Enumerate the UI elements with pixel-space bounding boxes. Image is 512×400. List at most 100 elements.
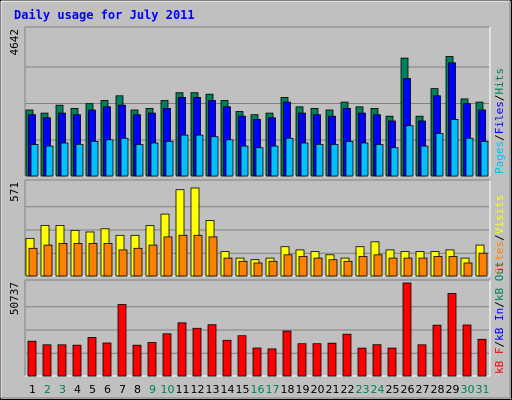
legend-entry: kB Out <box>493 261 506 301</box>
day-label: 17 <box>266 383 280 396</box>
day-label: 16 <box>251 383 265 396</box>
bar-sites-day-6 <box>103 242 113 277</box>
bar-kb-f-day-18 <box>282 330 292 377</box>
bar-pages-day-11 <box>180 134 189 177</box>
bar-kb-f-day-12 <box>192 327 202 377</box>
bar-kb-f-day-26 <box>402 282 412 377</box>
bar-sites-day-28 <box>433 256 443 277</box>
bar-pages-day-28 <box>435 133 444 177</box>
ymax-label: 4642 <box>8 29 21 56</box>
bar-pages-day-4 <box>75 144 84 177</box>
bar-sites-day-31 <box>478 252 488 277</box>
bar-kb-f-day-30 <box>462 324 472 377</box>
bar-kb-f-day-13 <box>207 324 217 377</box>
day-label: 5 <box>89 383 96 396</box>
day-label: 3 <box>59 383 66 396</box>
legend-entry: Hits <box>493 68 506 95</box>
day-label: 4 <box>74 383 81 396</box>
bar-sites-day-20 <box>313 257 323 277</box>
day-label: 24 <box>371 383 385 396</box>
bar-pages-day-21 <box>330 144 339 177</box>
day-label: 13 <box>206 383 220 396</box>
bar-sites-day-12 <box>193 234 203 277</box>
bar-pages-day-24 <box>375 144 384 177</box>
day-label: 14 <box>221 383 235 396</box>
bar-pages-day-13 <box>210 136 219 177</box>
bar-pages-day-5 <box>90 140 99 177</box>
bar-kb-f-day-6 <box>102 342 112 377</box>
ymax-label: 50737 <box>8 282 21 315</box>
bar-kb-f-day-17 <box>267 348 277 377</box>
bar-pages-day-10 <box>165 140 174 177</box>
bar-kb-f-day-19 <box>297 343 307 377</box>
bar-sites-day-29 <box>448 256 458 277</box>
bar-kb-f-day-11 <box>177 322 187 377</box>
day-label: 27 <box>416 383 430 396</box>
bar-sites-day-8 <box>133 247 143 277</box>
bar-pages-day-15 <box>240 145 249 177</box>
bar-pages-day-18 <box>285 137 294 177</box>
bar-kb-f-day-8 <box>132 344 142 377</box>
bar-pages-day-9 <box>150 142 159 177</box>
legend-entry: / <box>493 341 506 348</box>
bar-sites-day-11 <box>178 234 188 277</box>
bar-kb-f-day-1 <box>27 340 37 377</box>
bar-sites-day-30 <box>463 262 473 277</box>
bar-kb-f-day-2 <box>42 344 52 377</box>
bar-kb-f-day-24 <box>372 344 382 377</box>
bar-pages-day-12 <box>195 134 204 177</box>
day-label: 19 <box>296 383 310 396</box>
bar-sites-day-2 <box>43 244 53 277</box>
bar-kb-f-day-23 <box>357 347 367 377</box>
bar-kb-f-day-10 <box>162 333 172 377</box>
bar-pages-day-29 <box>450 119 459 177</box>
day-label: 6 <box>104 383 111 396</box>
bar-sites-day-23 <box>358 256 368 277</box>
day-label: 30 <box>461 383 475 396</box>
bar-kb-f-day-27 <box>417 344 427 377</box>
legend: Pages/Files/Hits <box>493 68 506 174</box>
day-label: 8 <box>134 383 141 396</box>
bar-sites-day-18 <box>283 254 293 277</box>
day-label: 29 <box>446 383 460 396</box>
bar-kb-f-day-14 <box>222 339 232 377</box>
bar-sites-day-7 <box>118 249 128 277</box>
day-label: 7 <box>119 383 126 396</box>
legend-entry: / <box>493 134 506 141</box>
bar-sites-day-21 <box>328 259 338 277</box>
bar-kb-f-day-15 <box>237 335 247 377</box>
day-label: 9 <box>149 383 156 396</box>
day-label: 2 <box>44 383 51 396</box>
bar-pages-day-14 <box>225 139 234 177</box>
legend-entry: / <box>493 301 506 308</box>
bar-sites-day-14 <box>223 257 233 277</box>
legend-entry: / <box>493 234 506 241</box>
bar-pages-day-27 <box>420 145 429 177</box>
bar-sites-day-4 <box>73 242 83 277</box>
legend-entry: kB In <box>493 308 506 341</box>
bar-kb-f-day-25 <box>387 347 397 377</box>
bar-pages-day-23 <box>360 142 369 177</box>
bar-pages-day-30 <box>465 137 474 177</box>
bar-sites-day-3 <box>58 242 68 277</box>
bar-kb-f-day-9 <box>147 342 157 377</box>
legend-entry: Pages <box>493 141 506 174</box>
bar-sites-day-16 <box>253 262 263 277</box>
day-label: 10 <box>161 383 175 396</box>
bar-sites-day-19 <box>298 256 308 277</box>
bar-pages-day-31 <box>480 140 489 177</box>
day-label: 1 <box>29 383 36 396</box>
bar-pages-day-26 <box>405 125 414 177</box>
legend: kB F/kB In/kB Out <box>493 261 506 374</box>
legend-entry: Files <box>493 101 506 134</box>
bar-sites-day-25 <box>388 257 398 277</box>
ymax-label: 571 <box>8 182 21 202</box>
bar-sites-day-27 <box>418 257 428 277</box>
day-label: 20 <box>311 383 325 396</box>
legend: Sites/Visits <box>493 195 506 275</box>
day-label: 23 <box>356 383 370 396</box>
bar-pages-day-20 <box>315 144 324 177</box>
day-label: 21 <box>326 383 340 396</box>
bar-kb-f-day-29 <box>447 293 457 377</box>
